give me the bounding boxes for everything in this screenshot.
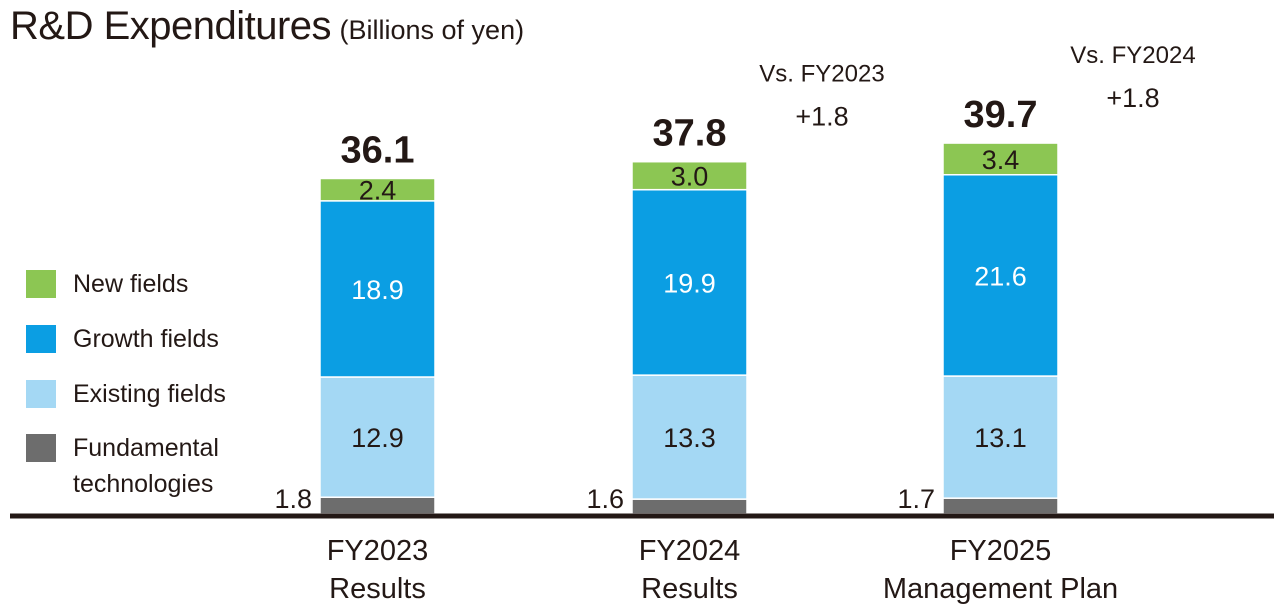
bar-segment-new_fields [319,177,436,202]
x-tick-label: Management Plan [883,573,1118,605]
data-label: 13.1 [974,423,1027,453]
bar-segment-existing_fields [942,375,1059,499]
legend-label: Existing fields [73,380,226,408]
bar-segment-fundamental [942,497,1059,515]
legend-label: Growth fields [73,325,219,353]
data-label: 3.4 [982,145,1020,175]
chart-title-unit: (Billions of yen) [339,15,525,45]
data-label: 2.4 [359,176,397,206]
bar-segment-growth_fields [942,174,1059,377]
legend-swatch [26,380,56,408]
data-label: 21.6 [974,261,1027,291]
chart-title-main: R&D Expenditures [10,4,332,48]
data-label: 12.9 [351,423,404,453]
legend-swatch [26,325,56,353]
bar-segment-growth_fields [319,200,436,378]
legend-swatch [26,434,56,462]
chart-title: R&D Expenditures (Billions of yen) [10,4,524,49]
data-label: 19.9 [663,268,716,298]
bar-segment-new_fields [942,142,1059,176]
data-label: 13.3 [663,423,716,453]
legend-swatch [26,270,56,298]
data-label: 3.0 [671,162,709,192]
x-tick-label: FY2025 [950,535,1052,567]
legend-label: Fundamental technologies [73,434,219,498]
total-label: 37.8 [653,113,727,155]
bar-segment-growth_fields [631,188,748,376]
bar-segment-existing_fields [631,374,748,500]
x-tick-label: Results [329,573,426,605]
bar-segment-existing_fields [319,376,436,498]
comparison-value: +1.8 [1106,83,1159,113]
total-label: 36.1 [341,129,415,171]
legend-label: New fields [73,270,189,298]
x-tick-label: Results [641,573,738,605]
bar-segment-new_fields [631,160,748,191]
bar-segment-fundamental [631,498,748,515]
x-tick-label: FY2024 [639,535,741,567]
data-label: 1.6 [586,484,624,514]
comparison-label: Vs. FY2024 [1070,42,1195,69]
data-label: 1.8 [274,484,312,514]
total-label: 39.7 [964,94,1038,136]
comparison-label: Vs. FY2023 [759,61,884,88]
bar-segment-fundamental [319,496,436,515]
comparison-value: +1.8 [795,102,848,132]
data-label: 1.7 [897,484,935,514]
x-tick-label: FY2023 [327,535,429,567]
data-label: 18.9 [351,275,404,305]
